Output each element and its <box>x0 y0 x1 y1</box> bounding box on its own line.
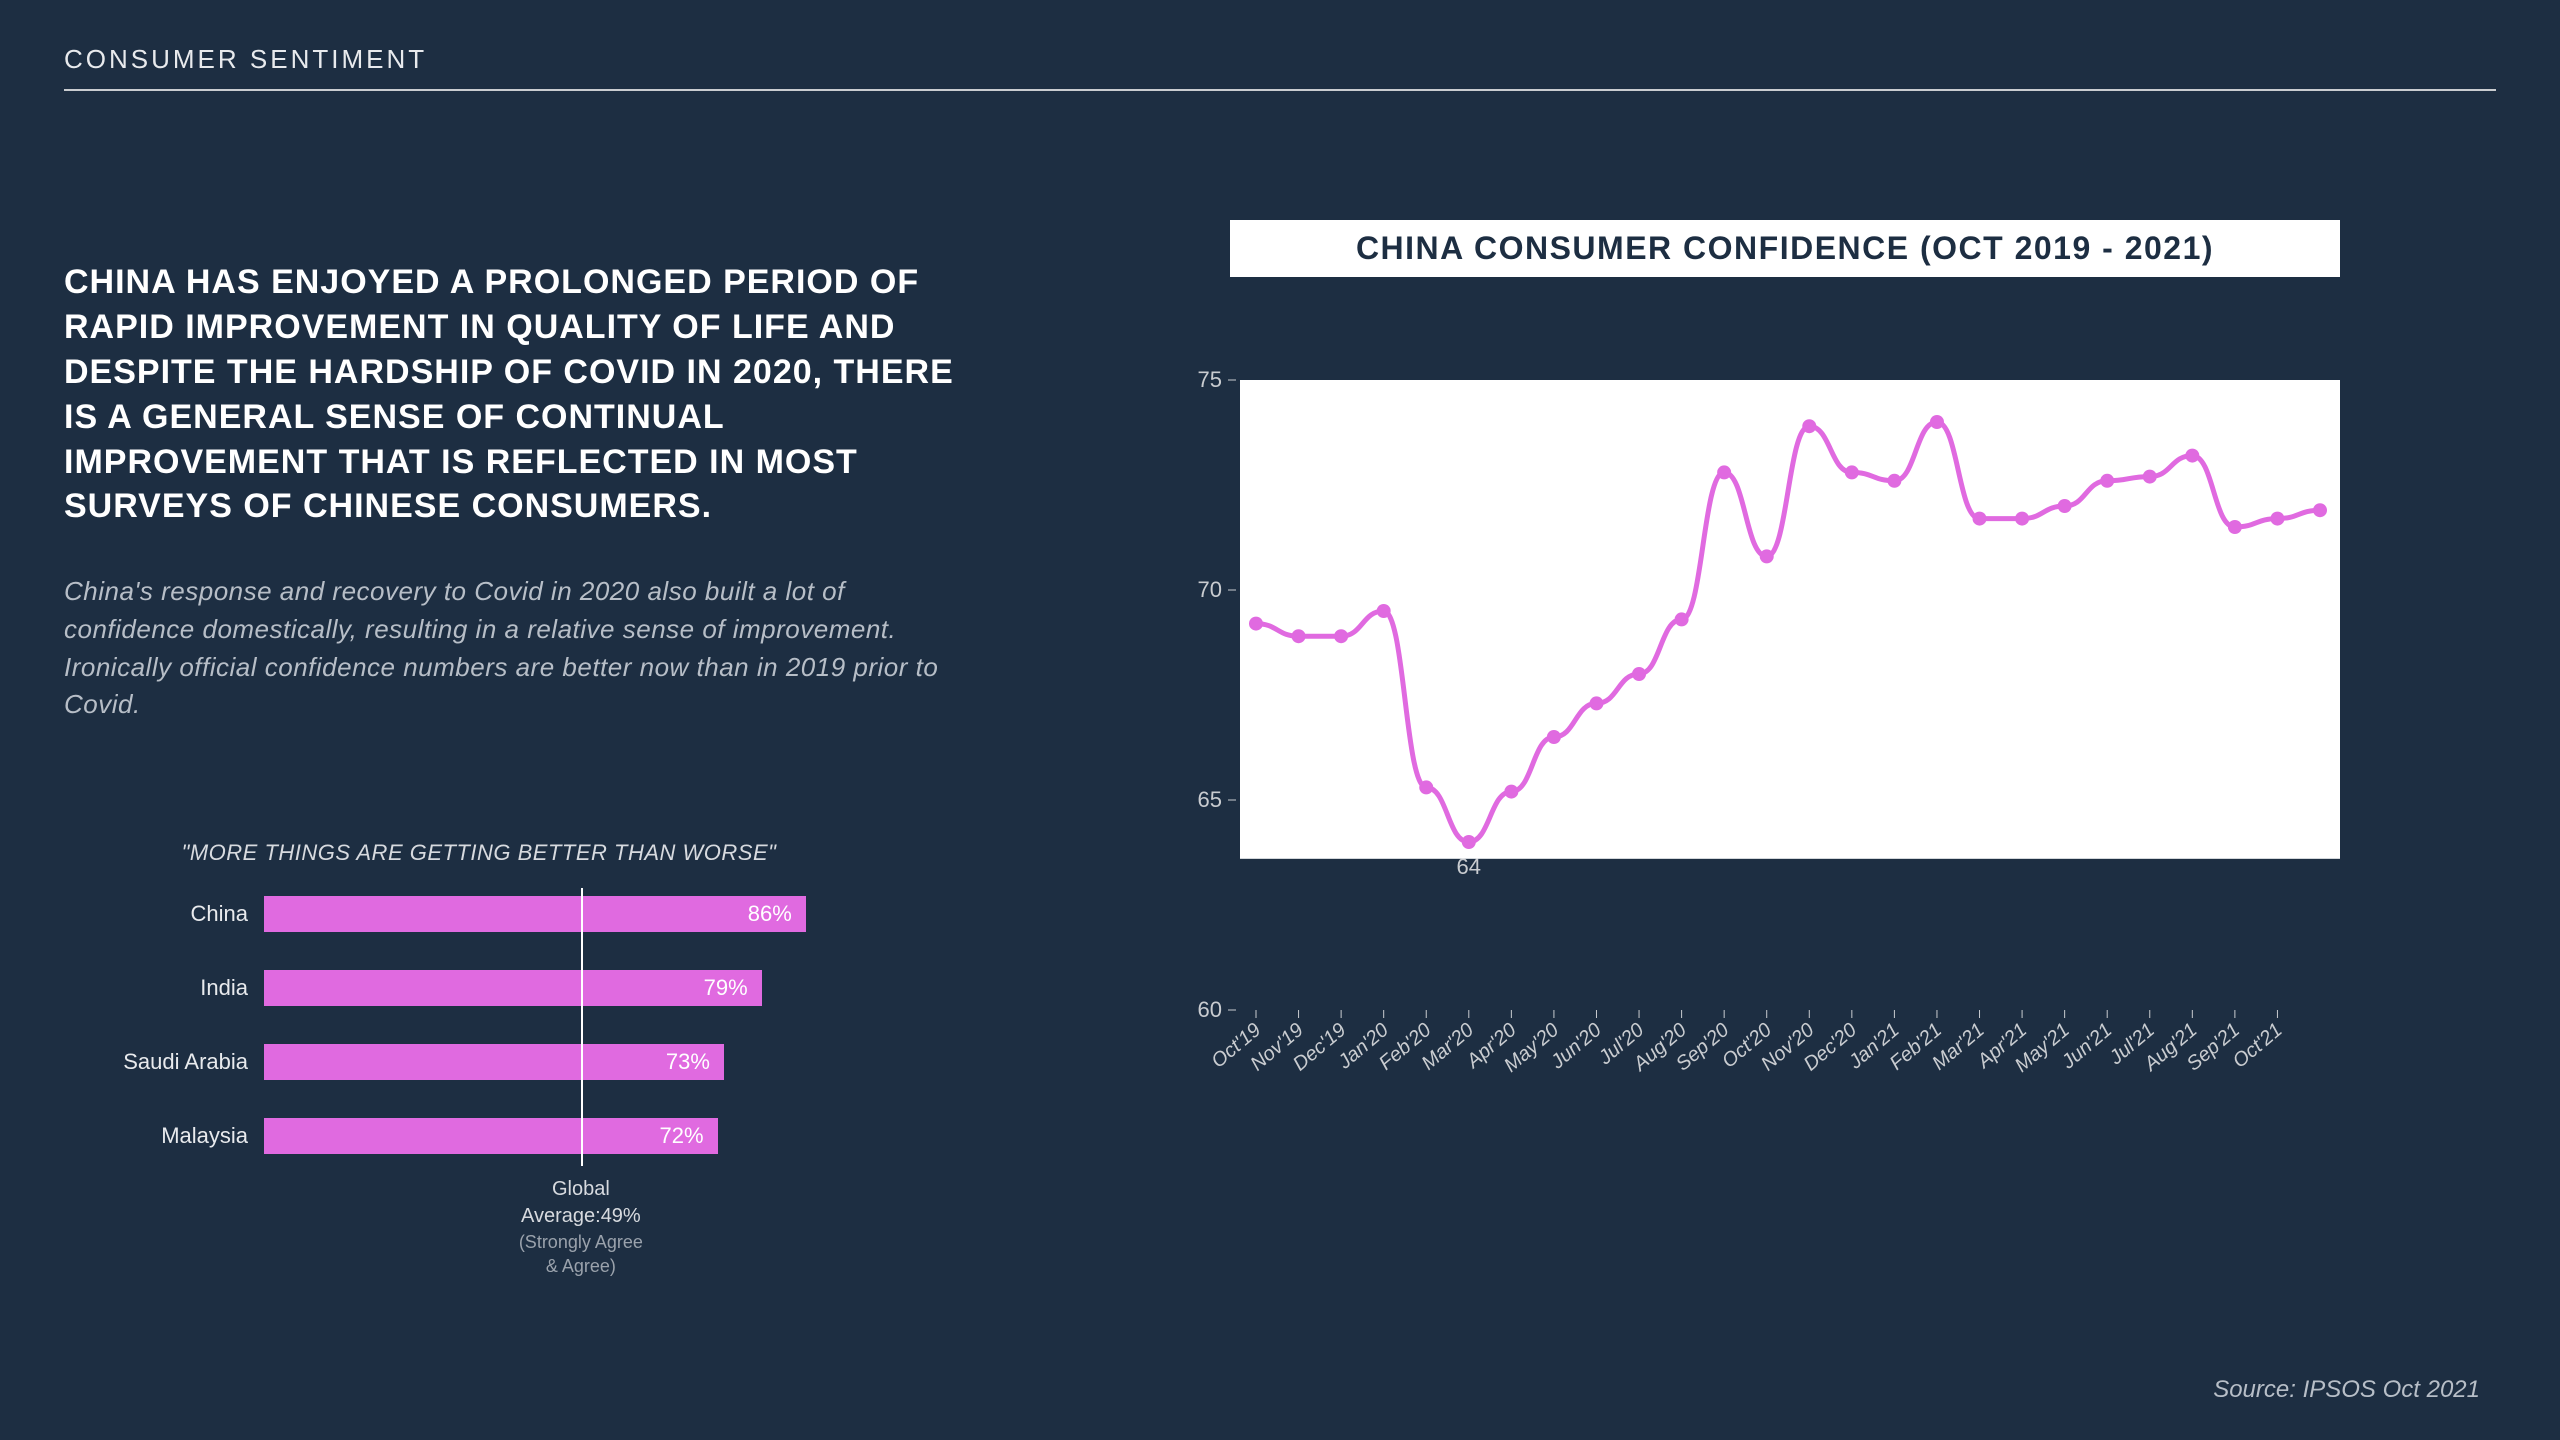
bar-track: 86% <box>264 896 894 932</box>
source-label: Source: IPSOS Oct 2021 <box>2213 1376 2480 1404</box>
bar-label: Malaysia <box>64 1123 264 1149</box>
line-marker <box>1419 780 1433 794</box>
line-marker <box>1887 474 1901 488</box>
bar-row: Malaysia72% <box>64 1114 894 1158</box>
line-marker <box>1760 549 1774 563</box>
line-chart: 60657075Oct'19Nov'19Dec'19Jan'20Feb'20Ma… <box>1160 370 2350 1130</box>
y-tick-label: 70 <box>1198 577 1222 602</box>
line-marker <box>1504 785 1518 799</box>
bar-label: India <box>64 975 264 1001</box>
line-marker <box>1717 465 1731 479</box>
line-marker <box>1589 696 1603 710</box>
headline-text: CHINA HAS ENJOYED A PROLONGED PERIOD OF … <box>64 260 964 529</box>
line-marker <box>1334 629 1348 643</box>
line-marker <box>1845 465 1859 479</box>
line-marker <box>2058 499 2072 513</box>
line-marker <box>1632 667 1646 681</box>
line-marker <box>1930 415 1944 429</box>
global-average-line <box>581 888 583 1166</box>
line-marker <box>2270 512 2284 526</box>
line-marker <box>2313 503 2327 517</box>
global-average-caption: Global Average:49% (Strongly Agree & Agr… <box>481 1176 681 1279</box>
y-tick-label: 75 <box>1198 370 1222 392</box>
page-title: CONSUMER SENTIMENT <box>64 44 2496 75</box>
line-marker <box>1292 629 1306 643</box>
line-marker <box>1377 604 1391 618</box>
line-marker <box>1675 612 1689 626</box>
callout-label: 64 <box>1457 854 1481 879</box>
bar-row: China86% <box>64 892 894 936</box>
line-marker <box>2143 470 2157 484</box>
subtext: China's response and recovery to Covid i… <box>64 573 964 724</box>
bar-fill: 86% <box>264 896 806 932</box>
plot-background <box>1240 380 2340 859</box>
y-tick-label: 65 <box>1198 787 1222 812</box>
bar-chart-area: China86%India79%Saudi Arabia73%Malaysia7… <box>64 892 894 1158</box>
bar-track: 73% <box>264 1044 894 1080</box>
bar-fill: 79% <box>264 970 762 1006</box>
line-marker <box>1802 419 1816 433</box>
global-avg-line2: Average:49% <box>481 1203 681 1230</box>
bar-label: Saudi Arabia <box>64 1049 264 1075</box>
global-avg-line1: Global <box>481 1176 681 1203</box>
global-avg-line4: & Agree) <box>481 1254 681 1278</box>
bar-chart: "MORE THINGS ARE GETTING BETTER THAN WOR… <box>64 840 894 1188</box>
line-marker <box>2185 449 2199 463</box>
bar-fill: 72% <box>264 1118 718 1154</box>
global-avg-line3: (Strongly Agree <box>481 1230 681 1254</box>
bar-label: China <box>64 901 264 927</box>
x-tick-label: Oct'21 <box>2229 1019 2287 1073</box>
line-marker <box>1973 512 1987 526</box>
bar-row: Saudi Arabia73% <box>64 1040 894 1084</box>
bar-track: 79% <box>264 970 894 1006</box>
y-tick-label: 60 <box>1198 997 1222 1022</box>
line-marker <box>1462 835 1476 849</box>
bar-chart-title: "MORE THINGS ARE GETTING BETTER THAN WOR… <box>64 840 894 866</box>
line-marker <box>2015 512 2029 526</box>
line-marker <box>2228 520 2242 534</box>
left-column: CHINA HAS ENJOYED A PROLONGED PERIOD OF … <box>64 260 964 724</box>
page-header: CONSUMER SENTIMENT <box>64 44 2496 91</box>
line-marker <box>2100 474 2114 488</box>
line-chart-title: CHINA CONSUMER CONFIDENCE (OCT 2019 - 20… <box>1230 220 2340 277</box>
bar-track: 72% <box>264 1118 894 1154</box>
bar-row: India79% <box>64 966 894 1010</box>
line-marker <box>1547 730 1561 744</box>
header-rule <box>64 89 2496 91</box>
bar-fill: 73% <box>264 1044 724 1080</box>
line-marker <box>1249 617 1263 631</box>
